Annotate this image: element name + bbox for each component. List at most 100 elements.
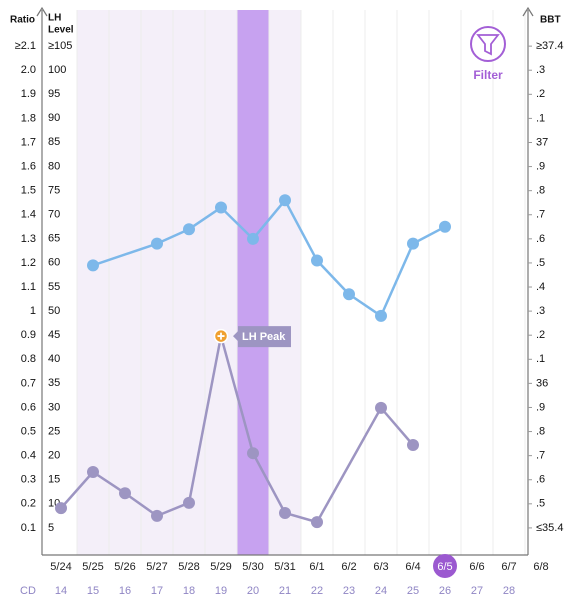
lh-tick-label: 20	[48, 450, 60, 462]
ratio-tick-label: 1.2	[21, 257, 36, 269]
lh-tick-label: 100	[48, 64, 66, 76]
cycle-day: 25	[407, 585, 419, 597]
lh-tick-label: 45	[48, 329, 60, 341]
lh-tick-label: 35	[48, 377, 60, 389]
line-segment	[92, 242, 158, 267]
annotation-box	[233, 326, 291, 348]
lh-tick-label: 30	[48, 401, 60, 413]
point	[183, 223, 195, 236]
cycle-day: 26	[439, 585, 451, 597]
point	[311, 254, 323, 267]
ratio-tick-label: 1.4	[21, 209, 36, 221]
point	[375, 401, 387, 414]
cycle-day: 23	[343, 585, 355, 597]
lh-tick-label: 50	[48, 305, 60, 317]
bbt-tick-label: .5	[536, 498, 545, 510]
x-tick-label: 6/5	[437, 561, 452, 573]
x-tick-label: 6/6	[469, 561, 484, 573]
bbt-tick-label: .1	[536, 353, 545, 365]
lh-tick-label: 40	[48, 353, 60, 365]
lh-title: Level	[48, 25, 74, 36]
point	[311, 516, 323, 529]
lh-tick-label: 15	[48, 474, 60, 486]
x-tick-label: 5/30	[242, 561, 263, 573]
point	[439, 220, 451, 233]
lh-tick-label: 85	[48, 136, 60, 148]
x-tick-label: 5/31	[274, 561, 295, 573]
ratio-tick-label: 0.1	[21, 522, 36, 534]
line-segment	[60, 471, 94, 509]
bbt-tick-label: .1	[536, 112, 545, 124]
line-segment	[188, 206, 222, 231]
bbt-tick-label: 36	[536, 377, 548, 389]
cycle-day: 19	[215, 585, 227, 597]
point	[247, 232, 259, 245]
ratio-tick-label: 0.5	[21, 425, 36, 437]
bbt-tick-label: .7	[536, 450, 545, 462]
x-tick-label: 5/26	[114, 561, 135, 573]
left-axis-arrow	[36, 6, 48, 17]
point	[55, 502, 67, 515]
point	[279, 194, 291, 207]
ratio-tick-label: 1.7	[21, 136, 36, 148]
bbt-tick-label: .3	[536, 305, 545, 317]
bbt-tick-label: .2	[536, 88, 545, 100]
bbt-tick-label: .6	[536, 233, 545, 245]
ratio-tick-label: 0.3	[21, 474, 36, 486]
x-tick-label: 5/29	[210, 561, 231, 573]
point	[151, 237, 163, 250]
x-tick-label: 6/4	[405, 561, 420, 573]
bbt-tick-label: .4	[536, 281, 545, 293]
lh-tick-label: 60	[48, 257, 60, 269]
ratio-tick-label: 1	[30, 305, 36, 317]
x-tick-label: 5/27	[146, 561, 167, 573]
bbt-tick-label: .9	[536, 401, 545, 413]
lh-tick-label: 90	[48, 112, 60, 124]
ratio-tick-label: 1.8	[21, 112, 36, 124]
lh-tick-label: 70	[48, 209, 60, 221]
line-segment	[412, 225, 446, 245]
x-tick-label: 6/3	[373, 561, 388, 573]
bbt-tick-label: ≤35.4	[536, 522, 563, 534]
x-tick-label: 5/24	[50, 561, 71, 573]
ratio-tick-label: 0.4	[21, 450, 36, 462]
cycle-day: 21	[279, 585, 291, 597]
ratio-title: Ratio	[10, 15, 35, 26]
bbt-tick-label: .8	[536, 425, 545, 437]
x-tick-label: 5/25	[82, 561, 103, 573]
line-segment	[220, 206, 254, 240]
point	[215, 201, 227, 214]
point	[407, 438, 419, 451]
filter-icon[interactable]	[470, 26, 506, 62]
bbt-tick-label: .2	[536, 329, 545, 341]
point	[87, 259, 99, 272]
ovulation-band	[237, 10, 269, 555]
peak-plus	[217, 332, 225, 340]
cd-label: CD	[20, 585, 36, 597]
x-tick-label: 6/1	[309, 561, 324, 573]
bbt-title: BBT	[540, 15, 561, 26]
line-segment	[124, 492, 158, 517]
point	[119, 487, 131, 500]
today-marker	[433, 554, 457, 578]
line-segment	[92, 470, 126, 495]
ratio-tick-label: 1.3	[21, 233, 36, 245]
ratio-tick-label: 1.1	[21, 281, 36, 293]
x-tick-label: 5/28	[178, 561, 199, 573]
filter-button[interactable]: Filter	[470, 26, 506, 82]
point	[375, 309, 387, 322]
bbt-tick-label: .7	[536, 209, 545, 221]
bbt-tick-label: .3	[536, 64, 545, 76]
ratio-tick-label: 0.6	[21, 401, 36, 413]
filter-label[interactable]: Filter	[473, 68, 503, 82]
line-segment	[252, 199, 286, 240]
point	[279, 506, 291, 519]
line-segment	[379, 243, 415, 317]
ratio-tick-label: 0.7	[21, 377, 36, 389]
point	[407, 237, 419, 250]
point	[87, 465, 99, 478]
lh-tick-label: ≥105	[48, 40, 72, 52]
bbt-tick-label: 37	[536, 136, 548, 148]
lh-tick-label: 5	[48, 522, 54, 534]
